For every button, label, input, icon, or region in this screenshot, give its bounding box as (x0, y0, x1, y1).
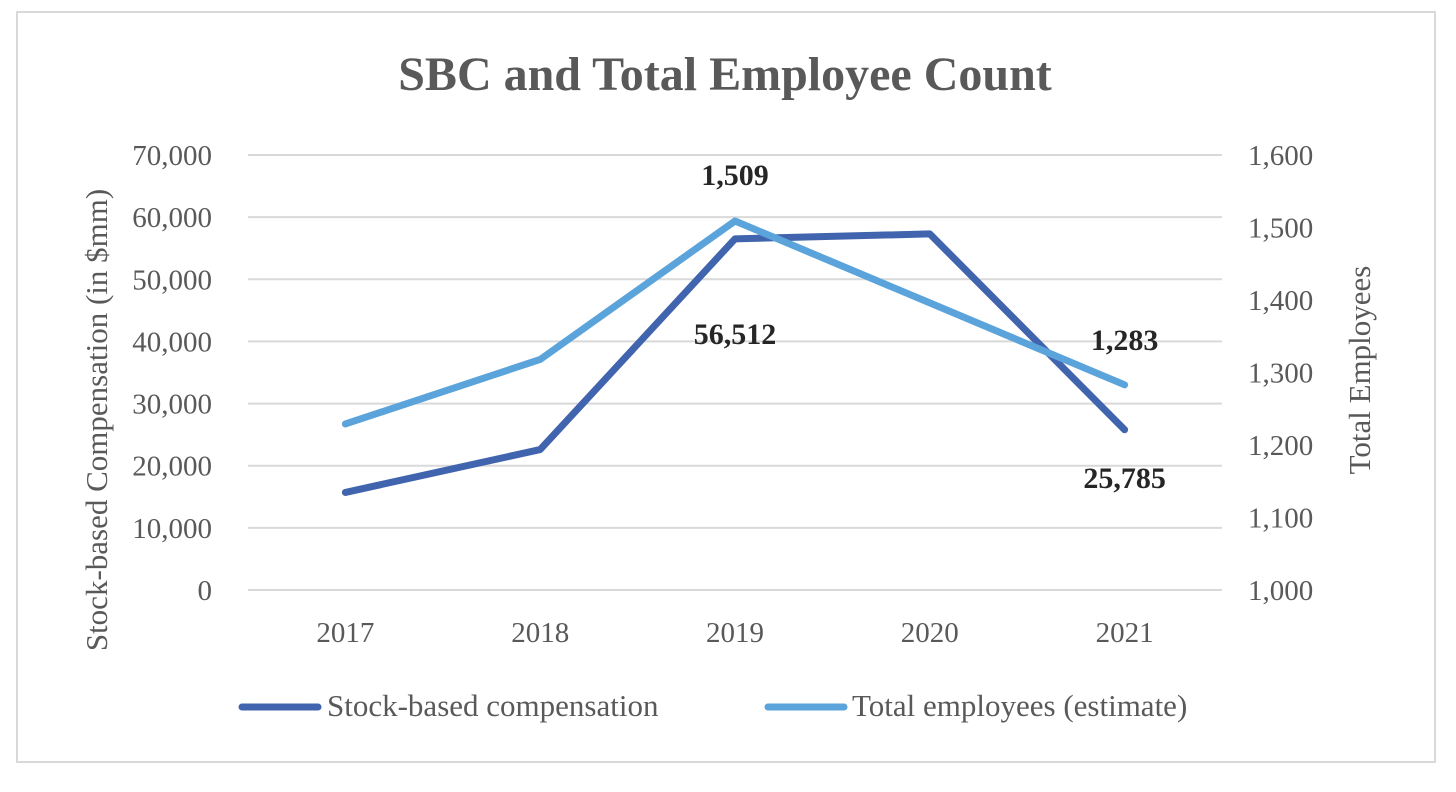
data-labels: 56,512 25,785 1,509 1,283 (694, 159, 1166, 495)
right-tick-label: 1,000 (1248, 575, 1313, 607)
right-axis-ticks: 1,000 1,100 1,200 1,300 1,400 1,500 1,600 (1248, 140, 1313, 607)
right-tick-label: 1,300 (1248, 358, 1313, 390)
legend-label-sbc: Stock-based compensation (327, 688, 659, 723)
left-tick-label: 10,000 (132, 513, 212, 545)
x-tick-label: 2020 (901, 617, 959, 649)
right-tick-label: 1,500 (1248, 213, 1313, 245)
left-tick-label: 60,000 (132, 202, 212, 234)
right-tick-label: 1,600 (1248, 140, 1313, 172)
left-axis-ticks: 0 10,000 20,000 30,000 40,000 50,000 60,000 70,… (132, 140, 212, 607)
left-axis-title: Stock-based Compensation (in $mm) (79, 189, 114, 651)
chart-frame (16, 11, 1436, 763)
gridlines (248, 154, 1222, 591)
right-tick-label: 1,400 (1248, 285, 1313, 317)
left-tick-label: 0 (198, 575, 213, 607)
series-lines (341, 217, 1129, 496)
right-tick-label: 1,100 (1248, 503, 1313, 535)
x-axis-ticks: 2017 2018 2019 2020 2021 (316, 617, 1153, 649)
left-tick-label: 30,000 (132, 389, 212, 421)
chart-title: SBC and Total Employee Count (398, 48, 1052, 101)
right-tick-label: 1,200 (1248, 430, 1313, 462)
sbc-line (341, 230, 1129, 496)
legend: Stock-based compensation Total employees… (238, 688, 1187, 723)
x-tick-label: 2017 (316, 617, 374, 649)
right-axis-title: Total Employees (1342, 266, 1377, 475)
x-tick-label: 2019 (706, 617, 764, 649)
x-tick-label: 2021 (1096, 617, 1154, 649)
sbc-data-label: 56,512 (694, 318, 777, 351)
employees-data-label: 1,283 (1091, 324, 1159, 357)
left-tick-label: 70,000 (132, 140, 212, 172)
legend-label-employees: Total employees (estimate) (852, 688, 1187, 723)
employees-data-label: 1,509 (701, 159, 769, 192)
x-tick-label: 2018 (511, 617, 569, 649)
left-tick-label: 50,000 (132, 264, 212, 296)
left-tick-label: 20,000 (132, 451, 212, 483)
left-tick-label: 40,000 (132, 326, 212, 358)
sbc-data-label: 25,785 (1083, 462, 1166, 495)
